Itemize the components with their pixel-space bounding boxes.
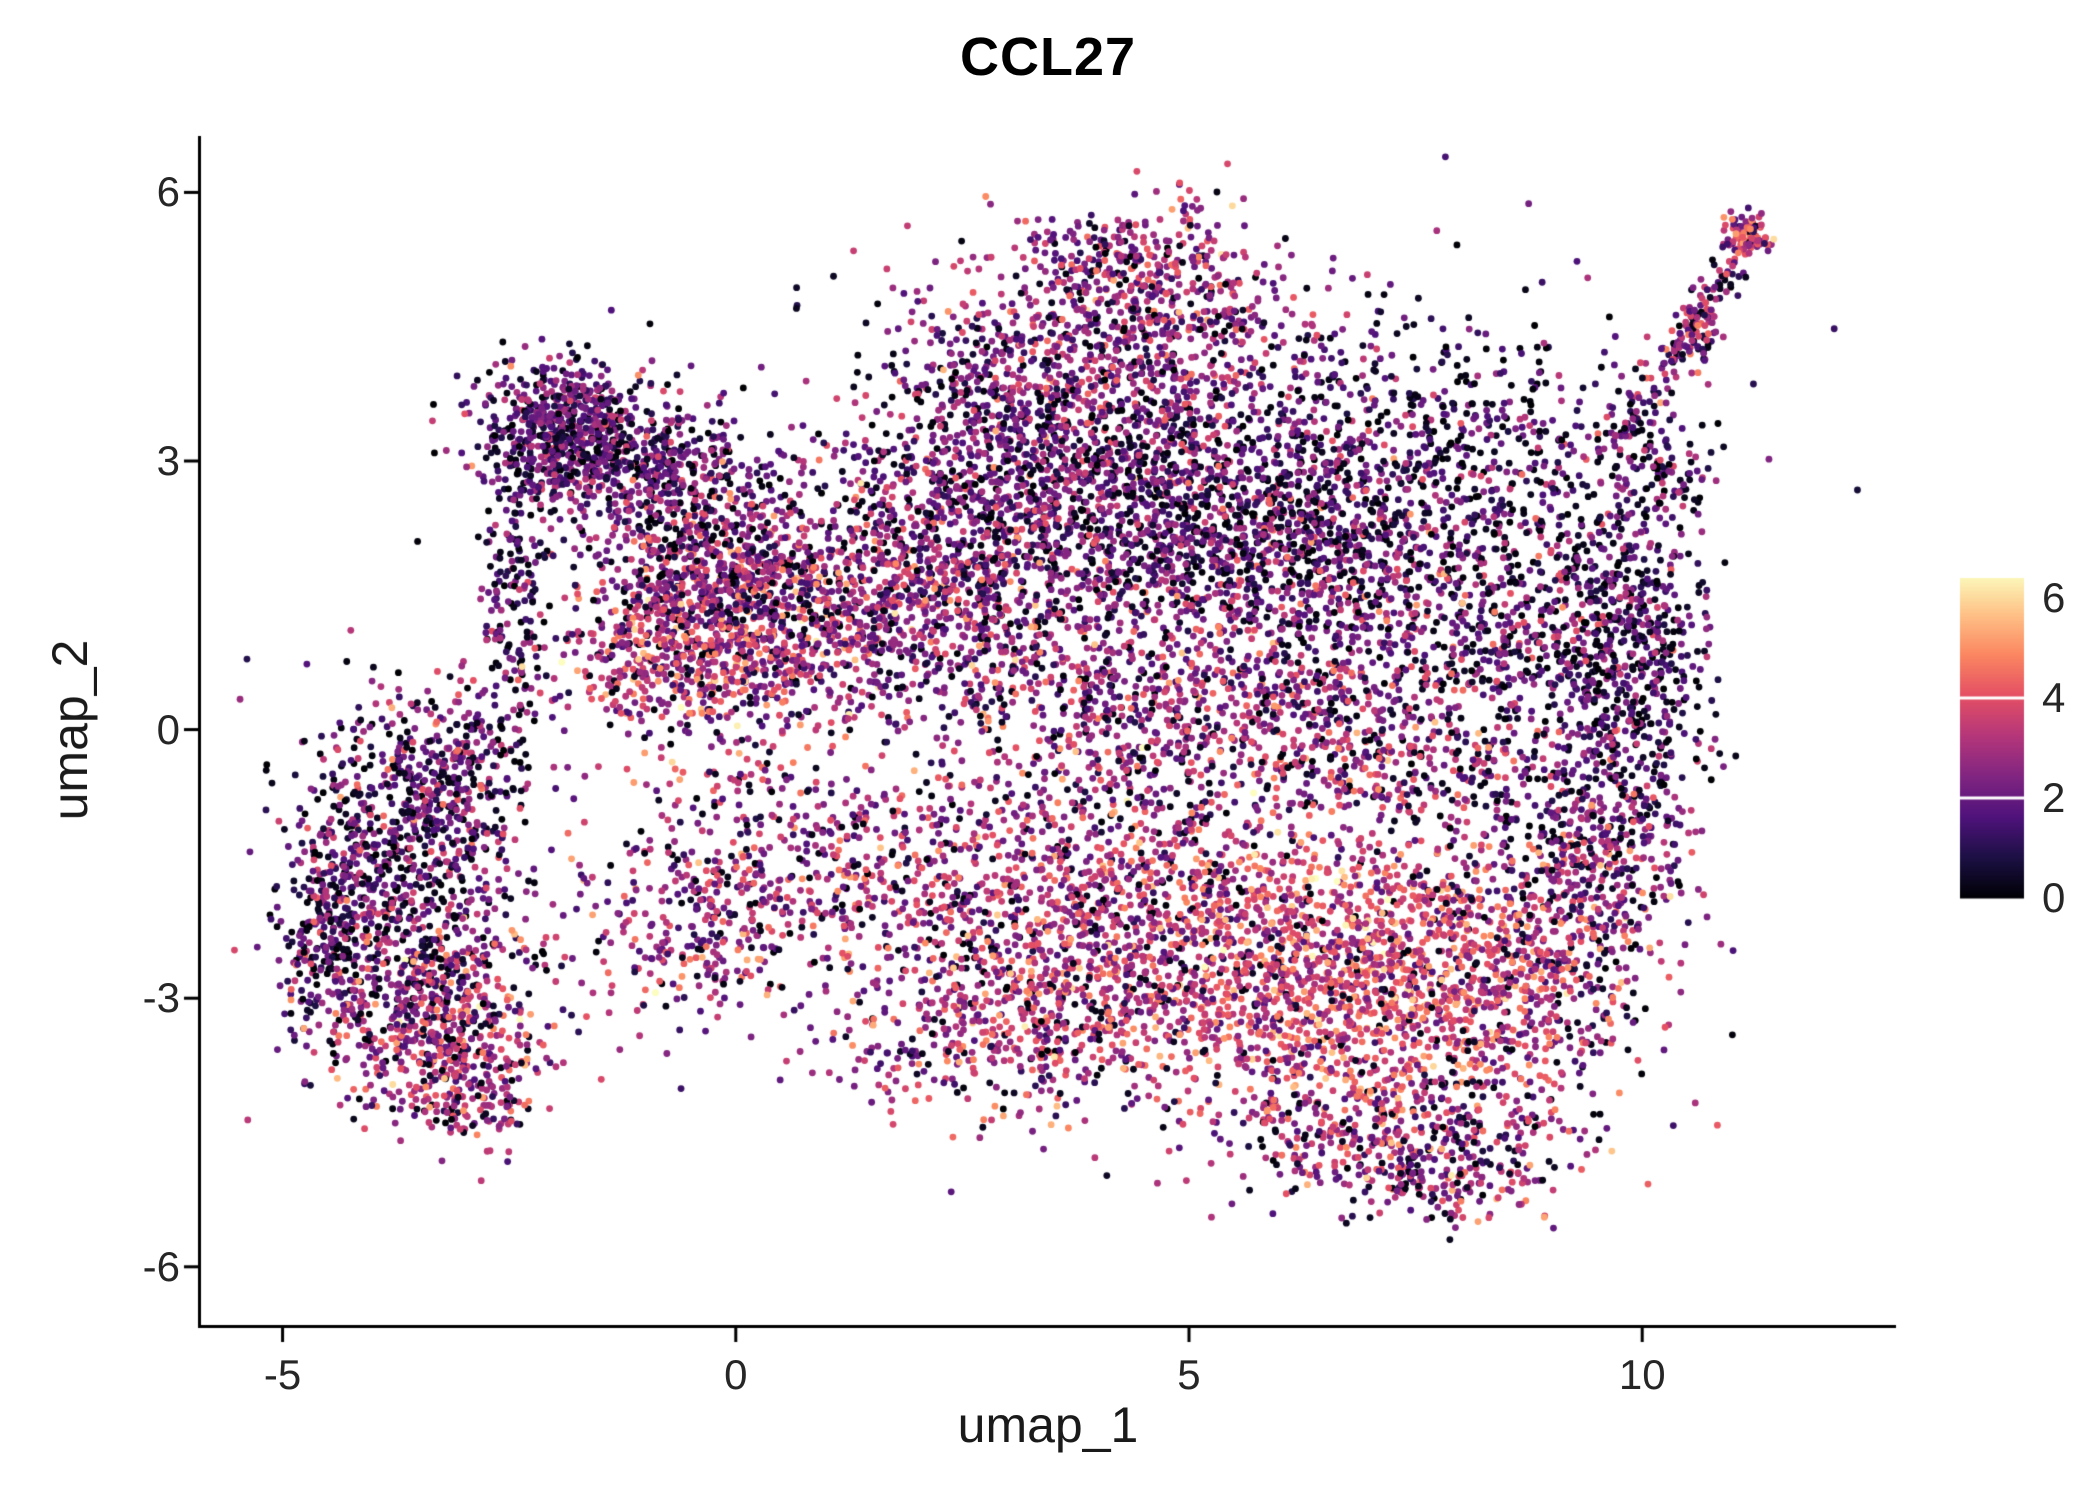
colorbar-tick-label: 2 — [2042, 774, 2066, 821]
y-tick-label: 6 — [156, 168, 180, 216]
x-axis-title: umap_1 — [957, 1397, 1139, 1453]
x-tick-label: 0 — [724, 1351, 748, 1398]
y-tick-label: 3 — [156, 437, 180, 484]
colorbar-tick-label: 0 — [2042, 874, 2066, 921]
colorbar-tick-label: 6 — [2042, 574, 2066, 621]
chart-title: CCL27 — [959, 27, 1137, 87]
x-tick-label: -5 — [263, 1351, 302, 1398]
x-tick-label: 5 — [1177, 1351, 1201, 1398]
y-tick-label: 0 — [156, 705, 180, 753]
y-tick-label: -3 — [142, 974, 180, 1022]
x-tick-label: 10 — [1618, 1351, 1666, 1398]
y-tick-label: -6 — [142, 1242, 180, 1290]
colorbar-tick-label: 4 — [2042, 674, 2066, 721]
